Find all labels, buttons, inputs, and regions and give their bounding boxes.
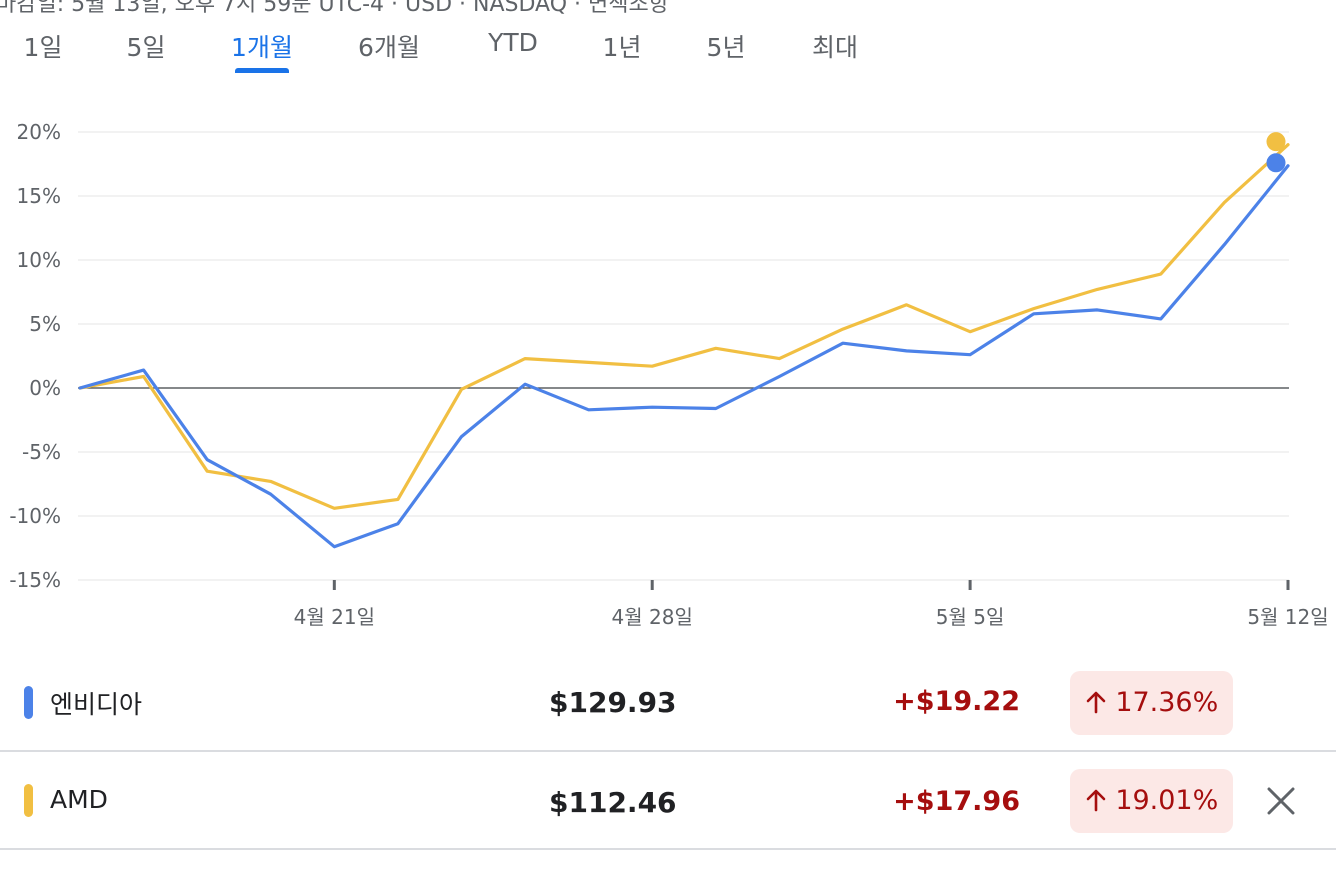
row-divider	[0, 848, 1336, 850]
series-line-nvidia	[78, 164, 1290, 549]
comparison-line-chart: 20% 15% 10% 5% 0% -5% -10% -15% 4월 21일 4월 28일 5월 5…	[9, 120, 1328, 629]
y-tick-label: 0%	[29, 376, 61, 400]
y-tick-label: -15%	[9, 568, 61, 592]
stock-name: 엔비디아	[50, 690, 143, 719]
market-status-line: 마감일: 5월 13일, 오후 7시 59분 UTC-4 · USD · NAS…	[0, 0, 669, 17]
series-color-swatch	[24, 686, 33, 719]
tab-5d[interactable]: 5일	[126, 33, 166, 62]
row-divider	[0, 750, 1336, 752]
y-tick-label: -10%	[9, 504, 61, 528]
series-endpoint-nvidia	[1266, 153, 1286, 173]
tab-1y[interactable]: 1년	[602, 33, 642, 62]
tab-5y[interactable]: 5년	[706, 33, 746, 62]
range-tabs: 1일 5일 1개월 6개월 YTD 1년 5년 최대	[0, 28, 1000, 78]
price-change: +$19.22	[893, 686, 1020, 717]
percent-change-badge: 17.36%	[1070, 671, 1233, 735]
series-color-swatch	[24, 784, 33, 817]
x-tick-label: 4월 28일	[612, 605, 693, 629]
series-endpoint-amd	[1266, 132, 1286, 152]
tab-ytd[interactable]: YTD	[488, 28, 538, 57]
stock-price: $129.93	[549, 686, 677, 719]
close-icon[interactable]	[1264, 784, 1298, 818]
y-tick-label: 20%	[17, 120, 61, 144]
stock-name: AMD	[50, 785, 108, 814]
percent-change-value: 19.01%	[1115, 785, 1219, 816]
tab-1d[interactable]: 1일	[23, 33, 63, 62]
arrow-up-icon	[1085, 785, 1116, 816]
x-tick-label: 5월 5일	[936, 605, 1005, 629]
active-tab-indicator	[235, 68, 289, 73]
y-tick-label: -5%	[22, 440, 61, 464]
tab-max[interactable]: 최대	[811, 33, 859, 62]
x-tick-label: 4월 21일	[294, 605, 375, 629]
y-tick-label: 15%	[17, 184, 61, 208]
x-tick-label: 5월 12일	[1247, 605, 1328, 629]
y-tick-label: 10%	[17, 248, 61, 272]
tab-1m[interactable]: 1개월	[231, 33, 293, 62]
arrow-up-icon	[1085, 687, 1116, 718]
series-line-amd	[78, 143, 1290, 510]
y-tick-label: 5%	[29, 312, 61, 336]
percent-change-value: 17.36%	[1115, 687, 1219, 718]
legend-row-amd[interactable]: AMD $112.46 +$17.96 19.01%	[0, 752, 1336, 850]
tab-6m[interactable]: 6개월	[358, 33, 420, 62]
price-change: +$17.96	[893, 786, 1020, 817]
legend-row-nvidia[interactable]: 엔비디아 $129.93 +$19.22 17.36%	[0, 652, 1336, 750]
stock-price: $112.46	[549, 786, 677, 819]
percent-change-badge: 19.01%	[1070, 769, 1233, 833]
